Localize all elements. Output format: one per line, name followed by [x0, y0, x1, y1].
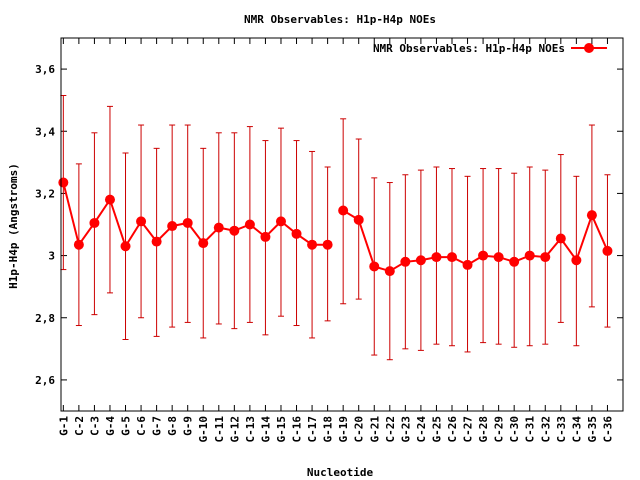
x-tick-label: G-1 — [57, 416, 70, 436]
legend-marker-swatch — [584, 43, 594, 53]
y-tick-label: 2,8 — [35, 312, 55, 325]
data-point — [275, 216, 286, 227]
x-tick-label: C-29 — [493, 416, 506, 443]
x-tick-label: C-16 — [291, 416, 304, 443]
series-line-segment — [342, 209, 609, 273]
x-tick-label: C-20 — [353, 416, 366, 443]
x-tick-label: C-11 — [213, 416, 226, 443]
x-tick-label: G-10 — [197, 416, 210, 443]
series-line-segment — [62, 182, 328, 249]
x-tick-label: C-31 — [524, 416, 537, 443]
data-point — [478, 250, 489, 261]
plot-frame — [60, 37, 624, 412]
x-tick-label: C-27 — [462, 416, 475, 443]
y-tick-label: 2,6 — [35, 374, 55, 387]
x-tick-label: G-14 — [259, 416, 272, 443]
data-point — [213, 222, 224, 233]
data-point — [198, 238, 209, 249]
data-point — [322, 239, 333, 250]
x-tick-label: G-19 — [337, 416, 350, 443]
x-tick-label: C-36 — [602, 416, 615, 443]
data-point — [384, 266, 395, 277]
x-tick-label: C-33 — [555, 416, 568, 443]
data-point — [136, 216, 147, 227]
legend: NMR Observables: H1p-H4p NOEs — [373, 42, 607, 55]
data-point — [571, 255, 582, 266]
data-point — [431, 252, 442, 263]
data-point — [509, 256, 520, 267]
data-point — [229, 225, 240, 236]
x-tick-label: C-32 — [539, 416, 552, 443]
x-tick-label: C-24 — [415, 416, 428, 443]
data-point — [446, 252, 457, 263]
x-tick-label: G-25 — [430, 416, 443, 443]
x-tick-label: G-35 — [586, 416, 599, 443]
x-axis-label: Nucleotide — [307, 466, 374, 479]
data-point — [58, 177, 69, 188]
data-point — [400, 256, 411, 267]
x-tick-label: G-5 — [120, 416, 133, 436]
x-tick-label: C-30 — [508, 416, 521, 443]
data-point — [524, 250, 535, 261]
data-point — [353, 214, 364, 225]
x-tick-label: C-34 — [570, 416, 583, 443]
data-point — [555, 233, 566, 244]
x-tick-label: G-15 — [275, 416, 288, 443]
data-point — [120, 241, 131, 252]
x-tick-label: C-17 — [306, 416, 319, 443]
x-tick-label: C-13 — [244, 416, 257, 443]
x-tick-label: G-7 — [151, 416, 164, 436]
y-axis-label: H1p-H4p (Angstroms) — [7, 163, 20, 289]
y-tick-label: 3,2 — [35, 187, 55, 200]
error-bars — [60, 95, 611, 361]
axis-ticks: 2,6 2,8 3 3,2 3,4 3,6 G-1 C-2 C-3 G-4 G-5 C-6 G-7 G-8… — [35, 38, 623, 443]
data-point — [462, 259, 473, 270]
data-point — [586, 210, 597, 221]
data-points — [58, 177, 613, 277]
data-point — [307, 239, 318, 250]
data-point — [89, 217, 100, 228]
data-point — [73, 239, 84, 250]
x-tick-label: G-9 — [182, 416, 195, 436]
x-tick-label: G-28 — [477, 416, 490, 443]
data-point — [493, 252, 504, 263]
data-point — [244, 219, 255, 230]
x-tick-label: G-4 — [104, 416, 117, 436]
data-point — [602, 245, 613, 256]
x-tick-label: G-18 — [322, 416, 335, 443]
data-point — [415, 255, 426, 266]
x-tick-label: C-2 — [73, 416, 86, 436]
x-tick-label: G-8 — [166, 416, 179, 436]
x-tick-label: G-23 — [399, 416, 412, 443]
x-tick-label: G-21 — [368, 416, 381, 443]
data-point — [338, 205, 349, 216]
x-tick-label: C-3 — [88, 416, 101, 436]
x-tick-label: G-12 — [228, 416, 241, 443]
data-point — [260, 231, 271, 242]
y-tick-label: 3 — [48, 250, 55, 263]
x-tick-label: C-6 — [135, 416, 148, 436]
data-point — [104, 194, 115, 205]
x-tick-label: C-26 — [446, 416, 459, 443]
legend-label: NMR Observables: H1p-H4p NOEs — [373, 42, 565, 55]
data-point — [540, 252, 551, 263]
data-point — [291, 228, 302, 239]
chart-title: NMR Observables: H1p-H4p NOEs — [244, 13, 436, 26]
y-tick-label: 3,4 — [35, 125, 55, 138]
data-point — [182, 217, 193, 228]
data-point — [369, 261, 380, 272]
x-tick-label: C-22 — [384, 416, 397, 443]
y-tick-label: 3,6 — [35, 63, 55, 76]
data-point — [167, 221, 178, 232]
data-point — [151, 236, 162, 247]
